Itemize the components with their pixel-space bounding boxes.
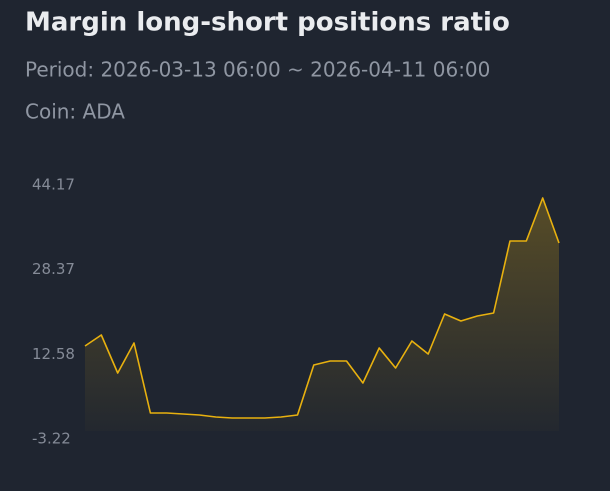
y-tick-label: -3.22: [32, 430, 71, 448]
chart-title: Margin long-short positions ratio: [25, 8, 510, 38]
y-tick-label: 28.37: [32, 260, 75, 278]
y-tick-label: 12.58: [32, 345, 75, 363]
line: [84, 197, 560, 419]
coin-label: Coin: ADA: [25, 100, 125, 124]
area-fill: [85, 198, 559, 431]
y-tick-label: 44.17: [32, 176, 75, 194]
chart-subtitle: Period: 2026-03-13 06:00 ~ 2026-04-11 06…: [25, 58, 490, 82]
